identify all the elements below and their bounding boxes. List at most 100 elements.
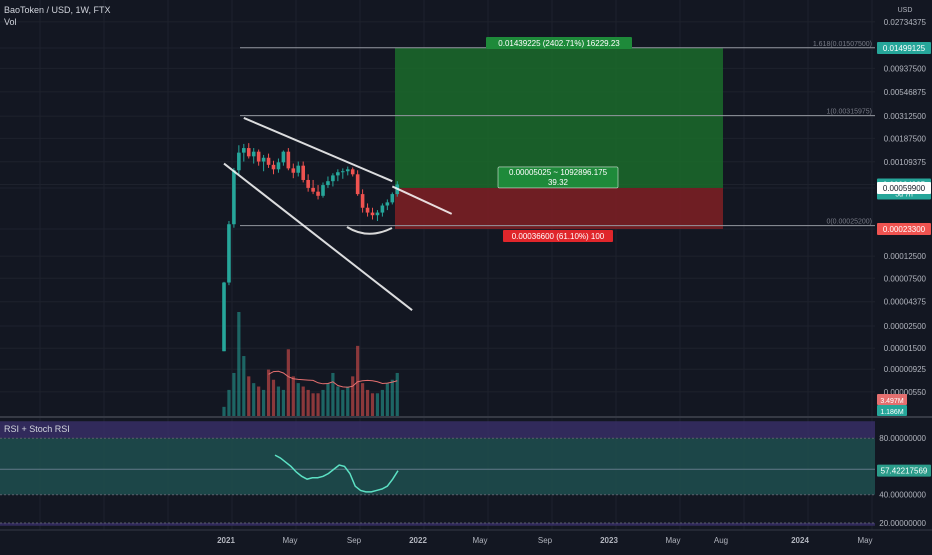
target-label-box (486, 37, 632, 49)
fib-level-label: 1.618(0.01507500) (813, 41, 872, 48)
candle-body (222, 282, 226, 352)
price-axis-label: 0.00000550 (884, 388, 927, 397)
candle-body (227, 224, 231, 283)
volume-bar (331, 372, 335, 417)
candle-body (261, 157, 266, 162)
time-axis-label: Sep (538, 536, 553, 545)
rsi-panel-title: RSI + Stoch RSI (4, 424, 70, 434)
price-axis-label: 0.00002500 (884, 322, 927, 331)
time-axis-label: May (857, 536, 872, 545)
volume-bar (222, 406, 226, 417)
time-axis-label: May (665, 536, 680, 545)
price-axis-unit: USD (898, 7, 913, 14)
time-axis-label: Sep (347, 536, 362, 545)
candle-body (336, 172, 340, 176)
volume-bar (365, 389, 370, 417)
candle-body (375, 212, 380, 216)
volume-bar (262, 389, 266, 417)
time-axis-label: 2023 (600, 536, 618, 545)
price-badge-box (877, 223, 931, 235)
volume-bar (296, 383, 300, 417)
entry-label-line2: 39.32 (548, 178, 569, 187)
candle-body (380, 205, 385, 213)
lower-trendline (223, 162, 413, 311)
rsi-overbought-band (0, 421, 875, 439)
volume-bar (341, 389, 345, 417)
candle-body (316, 191, 320, 196)
candle-body (237, 152, 241, 171)
volume-bar (227, 389, 231, 417)
price-badge-label: 0.01499125 (883, 44, 926, 53)
candle-body (350, 169, 355, 175)
symbol-title: BaoToken / USD, 1W, FTX (4, 5, 111, 15)
volume-bar (336, 386, 340, 417)
time-axis-label: May (282, 536, 297, 545)
volume-bar (375, 393, 380, 417)
volume-bar (276, 386, 281, 417)
time-axis-label: 2021 (217, 536, 235, 545)
entry-label-line1: 0.00005025 ~ 1092896.175 (509, 168, 608, 177)
candle-body (321, 185, 325, 196)
candle-body (341, 171, 345, 173)
candle-body (246, 148, 251, 157)
entry-label-box (497, 166, 619, 189)
volume-moving-average (268, 370, 398, 388)
price-axis-label: 0.00004375 (884, 298, 927, 307)
volume-bar (271, 379, 276, 417)
price-axis-label: 0.00007500 (884, 274, 927, 283)
price-axis-label: 0.00000925 (884, 365, 927, 374)
rsi-oversold-band (0, 522, 875, 526)
volume-bar (306, 389, 310, 417)
volume-bar (242, 356, 246, 417)
target-label: 0.01439225 (2402.71%) 16229.23 (498, 39, 620, 48)
price-badge-box (877, 181, 931, 194)
volume-badge-box (877, 405, 907, 416)
candle-body (276, 162, 281, 170)
price-badge: 0.00023300 (877, 223, 931, 235)
candle-body (306, 179, 310, 188)
volume-bar (291, 376, 295, 417)
breakout-projection (391, 185, 453, 215)
candle-body (365, 207, 370, 213)
rsi-value-badge (877, 464, 931, 477)
volume-bar (380, 389, 384, 417)
volume-bar (321, 389, 325, 417)
fib-level-label: 0(0.00025200) (826, 219, 872, 226)
candle-body (242, 148, 246, 153)
candles (222, 143, 400, 352)
target-label-group: 0.01439225 (2402.71%) 16229.23 (486, 37, 632, 49)
time-axis-label: May (472, 536, 487, 545)
time-axis-label: Aug (714, 536, 728, 545)
time-axis-label: 2022 (409, 536, 427, 545)
price-axis-label: 0.00546875 (884, 88, 927, 97)
volume-bar (326, 383, 330, 417)
candle-body (256, 151, 261, 162)
candle-body (385, 202, 390, 206)
volume-bar (247, 376, 251, 417)
price-badge-label: 0.00023300 (883, 225, 926, 234)
volume-bar (385, 383, 389, 417)
candle-body (286, 151, 291, 169)
candle-body (266, 157, 271, 165)
price-axis-label: 0.00937500 (884, 64, 927, 73)
profit-zone (395, 48, 723, 188)
time-axis-background (0, 530, 932, 550)
rounding-bottom-arc (346, 226, 393, 235)
candle-body (232, 170, 236, 225)
price-axis-label: 0.00001500 (884, 344, 927, 353)
stop-label-box (503, 230, 613, 242)
price-axis-label: 0.00187500 (884, 134, 927, 143)
volume-badge-label: 1.186M (880, 409, 904, 416)
price-axis-background (875, 0, 932, 550)
loss-zone (395, 187, 723, 229)
time-axis-label: 2024 (791, 536, 809, 545)
rsi-value-label: 57.42217569 (881, 467, 928, 476)
upper-trendline (243, 117, 393, 183)
candle-body (345, 169, 350, 172)
candle-body (360, 194, 365, 208)
stop-label: 0.00036600 (61.10%) 100 (512, 232, 605, 241)
candle-body (271, 164, 276, 170)
